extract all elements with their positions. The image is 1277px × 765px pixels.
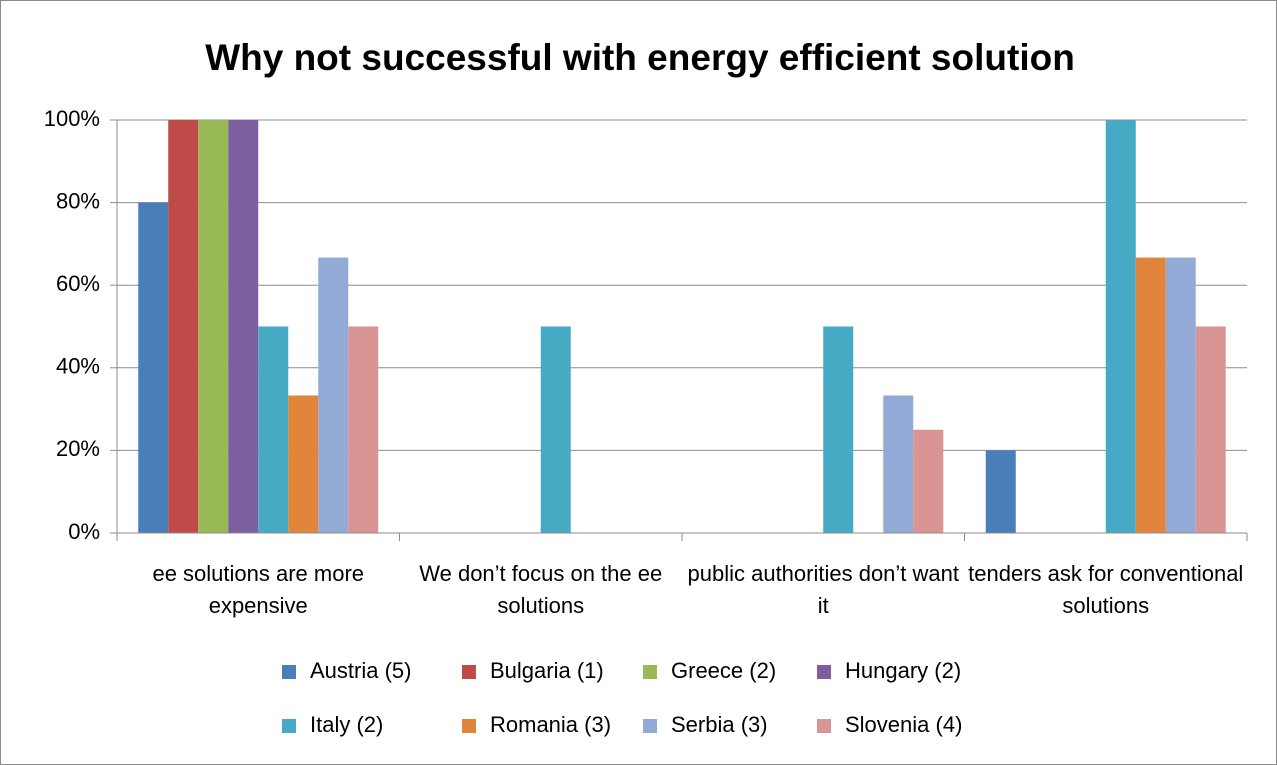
x-tick-label: ee solutions are more expensive — [152, 561, 365, 618]
y-tick-label: 40% — [56, 354, 100, 379]
legend-label: Romania (3) — [490, 712, 611, 737]
y-tick-label: 0% — [68, 519, 100, 544]
bar — [258, 326, 289, 533]
bar — [913, 429, 944, 533]
x-tick-label: We don’t focus on the ee solutions — [419, 561, 663, 618]
bar — [318, 257, 349, 533]
legend-swatch — [817, 665, 831, 679]
legend-label: Greece (2) — [671, 658, 776, 683]
bar — [348, 326, 379, 533]
bar — [985, 450, 1016, 533]
legend-swatch — [282, 665, 296, 679]
legend-swatch — [643, 665, 657, 679]
bar — [168, 120, 199, 533]
bar — [1135, 257, 1166, 533]
x-tick-label: public authorities don’t want it — [687, 561, 960, 618]
legend-label: Bulgaria (1) — [490, 658, 604, 683]
bar — [288, 395, 319, 533]
bar — [1165, 257, 1196, 533]
y-tick-label: 20% — [56, 436, 100, 461]
chart-title: Why not successful with energy efficient… — [205, 37, 1075, 78]
legend-swatch — [817, 719, 831, 733]
bar — [198, 120, 229, 533]
bar — [1195, 326, 1226, 533]
bar — [883, 395, 914, 533]
legend-label: Serbia (3) — [671, 712, 768, 737]
bar — [228, 120, 259, 533]
legend-label: Hungary (2) — [845, 658, 961, 683]
legend-swatch — [462, 665, 476, 679]
legend-swatch — [643, 719, 657, 733]
legend-swatch — [462, 719, 476, 733]
y-tick-label: 60% — [56, 271, 100, 296]
x-tick-label: tenders ask for conventional solutions — [968, 561, 1244, 618]
bar — [1105, 120, 1136, 533]
bar — [823, 326, 854, 533]
bar — [138, 202, 169, 533]
legend-label: Slovenia (4) — [845, 712, 962, 737]
legend-label: Italy (2) — [310, 712, 383, 737]
legend-label: Austria (5) — [310, 658, 411, 683]
legend-swatch — [282, 719, 296, 733]
bar — [540, 326, 571, 533]
y-tick-label: 80% — [56, 188, 100, 213]
y-tick-label: 100% — [44, 106, 100, 131]
